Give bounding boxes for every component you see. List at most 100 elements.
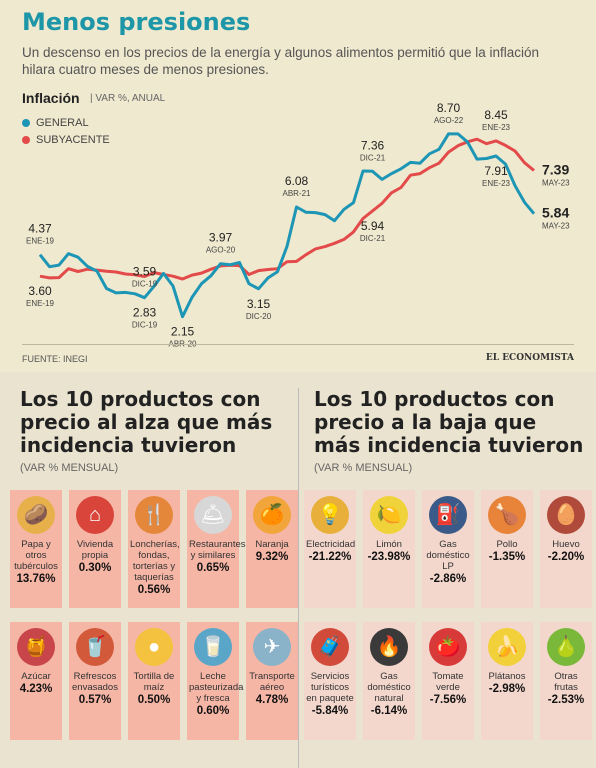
page-subtitle: Un descenso en los precios de la energía… bbox=[22, 45, 540, 77]
product-value: 4.23% bbox=[19, 683, 53, 695]
airplane-icon: ✈ bbox=[253, 628, 291, 666]
alza-product-card: 🥛 Leche pasteurizada y fresca 0.60% bbox=[187, 622, 244, 740]
product-value: -2.53% bbox=[547, 694, 585, 706]
product-value: 13.76% bbox=[16, 573, 56, 585]
product-value: 0.65% bbox=[196, 562, 230, 574]
legend-dot-subyacente bbox=[22, 135, 30, 144]
gas-tank-icon: ⛽ bbox=[429, 496, 467, 534]
alza-product-card: 🍊 Naranja 9.32% bbox=[246, 490, 298, 608]
potato-icon: 🥔 bbox=[17, 496, 55, 534]
fruits-icon: 🍐 bbox=[547, 628, 585, 666]
data-label-date: MAY-23 bbox=[542, 178, 570, 187]
baja-product-card: 🧳 Servicios turísticos en paquete -5.84% bbox=[304, 622, 356, 740]
data-label-value: 4.37 bbox=[28, 222, 52, 236]
alza-unit: (VAR % MENSUAL) bbox=[20, 462, 119, 474]
panel-divider bbox=[298, 388, 299, 768]
series-line-subyacente bbox=[39, 137, 535, 281]
data-label-date: ENE-23 bbox=[482, 123, 511, 132]
product-name: Naranja bbox=[255, 539, 289, 550]
data-label-date: AGO-22 bbox=[434, 116, 464, 125]
product-name: Leche pasteurizada y fresca bbox=[189, 671, 244, 704]
data-label-value: 2.15 bbox=[171, 325, 195, 339]
sugar-icon: 🍯 bbox=[17, 628, 55, 666]
inflation-line-chart: 4.37ENE-193.59DIC-192.83DIC-192.15ABR-20… bbox=[26, 101, 570, 349]
soda-icon: 🥤 bbox=[76, 628, 114, 666]
product-name: Vivienda propia bbox=[76, 539, 114, 561]
product-value: 0.50% bbox=[137, 694, 171, 706]
product-name: Loncherías, fondas, torterías y taquería… bbox=[130, 539, 180, 583]
chart-unit: | VAR %, ANUAL bbox=[90, 93, 166, 104]
product-value: -2.20% bbox=[547, 551, 585, 563]
product-value: 9.32% bbox=[255, 551, 289, 563]
alza-product-card: 🥤 Refrescos envasados 0.57% bbox=[69, 622, 121, 740]
chicken-icon: 🍗 bbox=[488, 496, 526, 534]
legend-item-general: GENERAL bbox=[22, 114, 110, 131]
product-value: -23.98% bbox=[367, 551, 411, 563]
baja-product-card: 🔥 Gas doméstico natural -6.14% bbox=[363, 622, 415, 740]
series-line-general bbox=[38, 132, 536, 319]
data-label-date: ENE-19 bbox=[26, 299, 55, 308]
data-label-value: 8.70 bbox=[437, 101, 461, 115]
product-name: Tortilla de maíz bbox=[133, 671, 175, 693]
product-value: -7.56% bbox=[429, 694, 467, 706]
alza-product-card: 🥔 Papa y otros tubérculos 13.76% bbox=[10, 490, 62, 608]
product-value: 0.60% bbox=[196, 705, 230, 717]
product-name: Azúcar bbox=[21, 671, 51, 682]
product-name: Gas doméstico LP bbox=[426, 539, 470, 572]
baja-product-card: 🍗 Pollo -1.35% bbox=[481, 490, 533, 608]
product-value: -6.14% bbox=[370, 705, 408, 717]
data-label-value: 5.84 bbox=[542, 205, 569, 221]
luggage-icon: 🧳 bbox=[311, 628, 349, 666]
tomato-icon: 🍅 bbox=[429, 628, 467, 666]
legend-item-subyacente: SUBYACENTE bbox=[22, 131, 110, 148]
alza-product-card: 🍯 Azúcar 4.23% bbox=[10, 622, 62, 740]
baja-unit: (VAR % MENSUAL) bbox=[314, 462, 413, 474]
product-name: Otras frutas bbox=[554, 671, 578, 693]
data-label-date: DIC-21 bbox=[360, 234, 386, 243]
page-title: Menos presiones bbox=[22, 8, 251, 36]
lightbulb-icon: 💡 bbox=[311, 496, 349, 534]
baja-product-card: 🍐 Otras frutas -2.53% bbox=[540, 622, 592, 740]
baja-title: Los 10 productos con precio a la baja qu… bbox=[314, 387, 584, 457]
alza-title: Los 10 productos con precio al alza que … bbox=[20, 387, 273, 457]
product-name: Tomate verde bbox=[432, 671, 464, 693]
data-label-value: 3.97 bbox=[209, 231, 233, 245]
brand-logo: EL ECONOMISTA bbox=[485, 353, 574, 363]
legend-dot-general bbox=[22, 118, 30, 127]
data-label-value: 8.45 bbox=[484, 108, 508, 122]
data-label-date: AGO-20 bbox=[206, 246, 236, 255]
data-label-date: MAY-23 bbox=[542, 222, 570, 231]
data-label-date: DIC-19 bbox=[132, 280, 158, 289]
product-name: Restaurantes y similares bbox=[189, 539, 246, 561]
product-value: 0.56% bbox=[137, 584, 171, 596]
data-label-value: 5.94 bbox=[361, 219, 385, 233]
data-label-date: DIC-21 bbox=[360, 153, 386, 162]
data-label-value: 7.39 bbox=[542, 161, 569, 177]
cutlery-icon: 🍴 bbox=[135, 496, 173, 534]
lemon-icon: 🍋 bbox=[370, 496, 408, 534]
product-name: Papa y otros tubérculos bbox=[14, 539, 58, 572]
product-value: -2.98% bbox=[488, 683, 526, 695]
product-name: Refrescos envasados bbox=[72, 671, 118, 693]
alza-product-card: ● Tortilla de maíz 0.50% bbox=[128, 622, 180, 740]
product-name: Electricidad bbox=[306, 539, 356, 550]
baja-product-card: 🍋 Limón -23.98% bbox=[363, 490, 415, 608]
chart-section: Menos presiones Un descenso en los preci… bbox=[0, 0, 596, 372]
milk-icon: 🥛 bbox=[194, 628, 232, 666]
house-icon: ⌂ bbox=[76, 496, 114, 534]
product-name: Huevo bbox=[552, 539, 580, 550]
data-label-value: 3.60 bbox=[28, 284, 52, 298]
product-name: Limón bbox=[376, 539, 402, 550]
data-label-value: 7.36 bbox=[361, 138, 385, 152]
orange-icon: 🍊 bbox=[253, 496, 291, 534]
chart-legend: GENERAL SUBYACENTE bbox=[22, 114, 110, 148]
data-label-date: ENE-19 bbox=[26, 237, 55, 246]
eggs-icon: 🥚 bbox=[547, 496, 585, 534]
baja-product-card: ⛽ Gas doméstico LP -2.86% bbox=[422, 490, 474, 608]
data-label-value: 3.59 bbox=[133, 265, 157, 279]
stove-icon: 🔥 bbox=[370, 628, 408, 666]
product-value: 0.30% bbox=[78, 562, 112, 574]
product-name: Gas doméstico natural bbox=[367, 671, 411, 704]
source-note: FUENTE: INEGI bbox=[22, 354, 88, 364]
data-label-value: 6.08 bbox=[285, 174, 309, 188]
